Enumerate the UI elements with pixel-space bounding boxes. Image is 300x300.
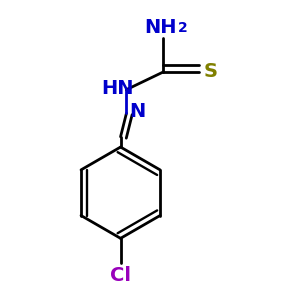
Text: NH: NH	[144, 18, 177, 37]
Text: HN: HN	[101, 79, 134, 98]
Text: N: N	[129, 102, 146, 121]
Text: Cl: Cl	[110, 266, 131, 285]
Text: S: S	[204, 62, 218, 82]
Text: 2: 2	[177, 21, 187, 35]
